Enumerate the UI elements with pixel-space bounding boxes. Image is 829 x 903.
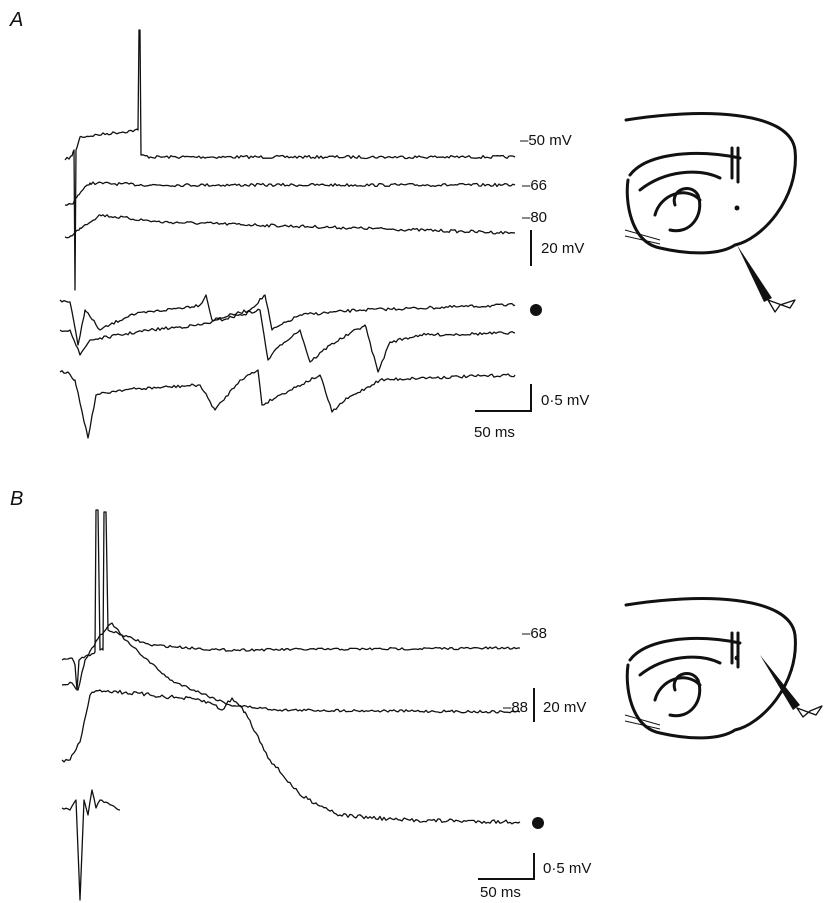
trace-label: –68 — [522, 625, 547, 642]
trace — [61, 622, 521, 714]
slice-diagram — [624, 597, 823, 740]
trace-label: –80 — [522, 209, 547, 226]
trace — [61, 789, 121, 901]
trace — [61, 509, 520, 691]
scale-label: 20 mV — [543, 699, 586, 716]
slice-diagram — [624, 112, 797, 313]
panel-label: A — [9, 9, 23, 31]
trace — [64, 181, 516, 206]
scale-bar — [478, 853, 535, 880]
trace — [61, 689, 521, 825]
marker — [530, 304, 542, 316]
panel-label: B — [10, 488, 23, 510]
scale-label: 20 mV — [541, 240, 584, 257]
trace — [64, 29, 516, 291]
trace-label: –88 — [503, 699, 528, 716]
scale-bar — [475, 384, 532, 412]
trace — [59, 308, 516, 373]
scale-label: 0·5 mV — [541, 392, 589, 409]
trace — [59, 369, 516, 439]
marker — [532, 817, 544, 829]
scale-label: 0·5 mV — [543, 860, 591, 877]
trace-label: –50 mV — [520, 132, 572, 149]
scale-label: 50 ms — [474, 424, 515, 441]
trace — [64, 214, 516, 239]
trace-label: –66 — [522, 177, 547, 194]
scale-label: 50 ms — [480, 884, 521, 901]
traces — [59, 29, 521, 901]
trace — [59, 294, 516, 346]
